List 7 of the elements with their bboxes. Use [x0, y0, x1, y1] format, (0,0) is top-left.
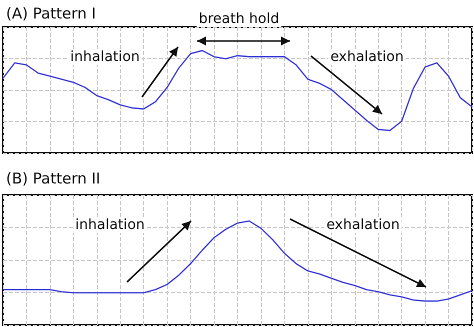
annotation: exhalation	[330, 49, 404, 65]
chart-title: (A) Pattern I	[6, 4, 96, 22]
annotation: inhalation	[70, 49, 140, 65]
annotation: exhalation	[326, 217, 400, 233]
chart-title: (B) Pattern II	[6, 170, 100, 188]
annotation: inhalation	[75, 217, 145, 233]
text: breath hold	[198, 11, 280, 27]
